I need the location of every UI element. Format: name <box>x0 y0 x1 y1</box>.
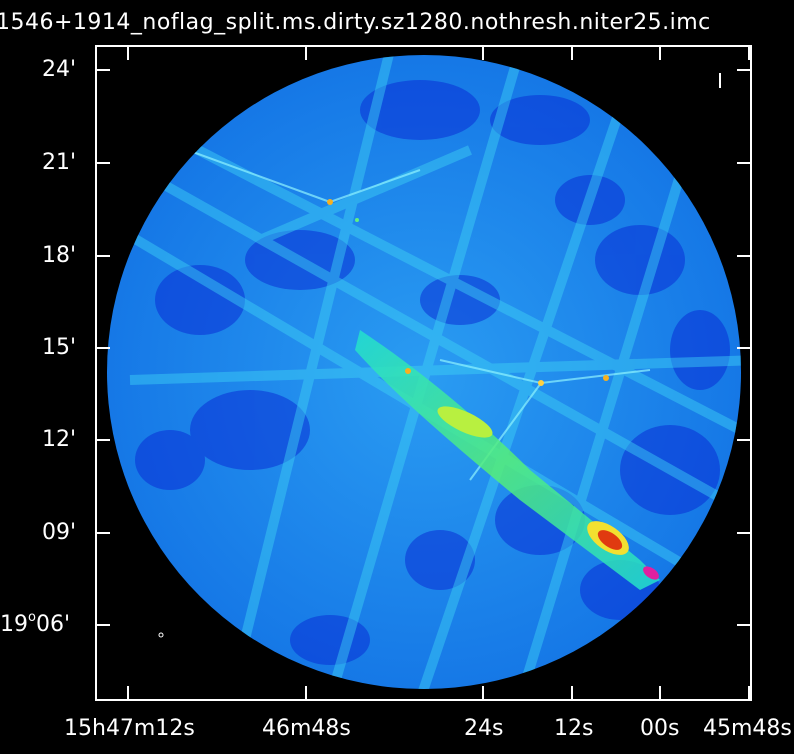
y-tick-label: 12' <box>42 427 77 452</box>
point-sources <box>327 199 609 386</box>
frame-ticks <box>95 45 752 701</box>
y-tick-label: 21' <box>42 150 77 175</box>
x-tick-label: 46m48s <box>262 716 351 741</box>
plot-frame <box>95 45 752 701</box>
y-tick-label: 24' <box>42 57 77 82</box>
x-tick-label: 45m48s <box>703 716 792 741</box>
emission-ridge <box>355 330 660 590</box>
x-tick-label: 15h47m12s <box>64 716 195 741</box>
y-tick-label-dec: 19o06' <box>0 610 71 637</box>
y-tick-label: 18' <box>42 243 77 268</box>
y-tick-label: 09' <box>42 520 77 545</box>
image-title: 1546+1914_noflag_split.ms.dirty.sz1280.n… <box>0 10 711 35</box>
y-tick-label: 15' <box>42 335 77 360</box>
x-tick-label: 12s <box>554 716 594 741</box>
x-tick-label: 00s <box>640 716 680 741</box>
x-tick-label: 24s <box>464 716 504 741</box>
